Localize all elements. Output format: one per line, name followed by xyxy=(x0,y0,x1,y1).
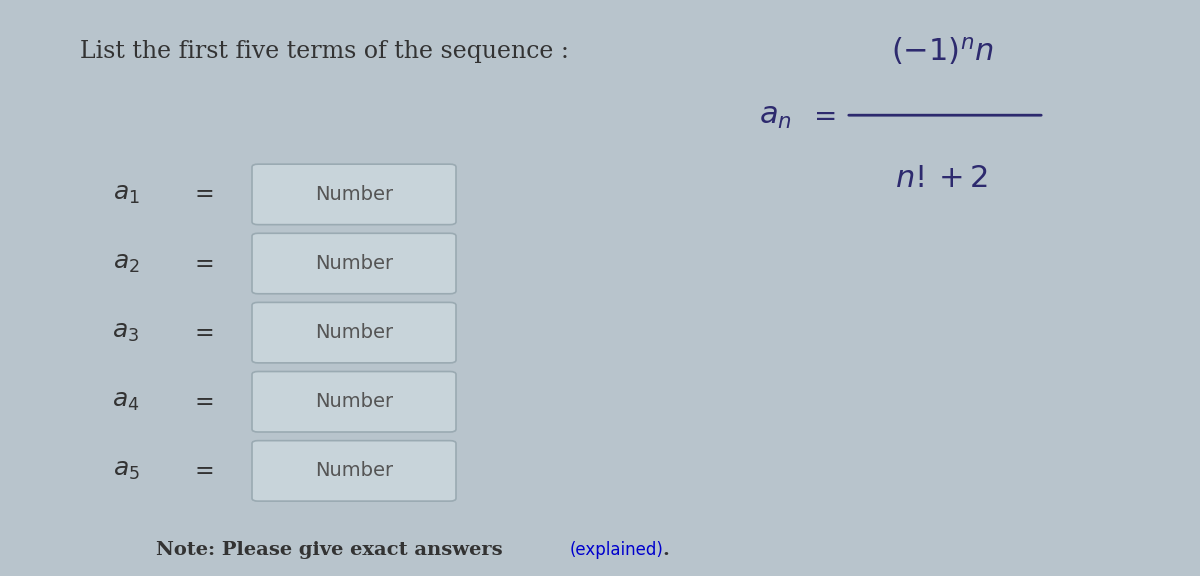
Text: $n! + 2$: $n! + 2$ xyxy=(895,163,989,194)
Text: Number: Number xyxy=(314,392,394,411)
Text: =: = xyxy=(194,321,214,344)
Text: $(-1)^{n}n$: $(-1)^{n}n$ xyxy=(890,36,994,68)
Text: $a_2$: $a_2$ xyxy=(113,252,139,275)
Text: =: = xyxy=(194,459,214,483)
FancyBboxPatch shape xyxy=(252,302,456,363)
FancyBboxPatch shape xyxy=(252,233,456,294)
Text: $a_1$: $a_1$ xyxy=(113,183,139,206)
Text: .: . xyxy=(662,541,670,559)
Text: $a_4$: $a_4$ xyxy=(113,391,139,413)
FancyBboxPatch shape xyxy=(252,441,456,501)
Text: (explained): (explained) xyxy=(570,541,664,559)
Text: $=$: $=$ xyxy=(808,102,835,128)
Text: =: = xyxy=(194,252,214,275)
Text: Number: Number xyxy=(314,461,394,480)
Text: Number: Number xyxy=(314,254,394,273)
Text: $a_5$: $a_5$ xyxy=(113,460,139,482)
FancyBboxPatch shape xyxy=(252,164,456,225)
Text: =: = xyxy=(194,390,214,414)
FancyBboxPatch shape xyxy=(252,372,456,432)
Text: Number: Number xyxy=(314,185,394,204)
Text: List the first five terms of the sequence :: List the first five terms of the sequenc… xyxy=(79,40,569,63)
Text: Note: Please give exact answers: Note: Please give exact answers xyxy=(156,541,509,559)
Text: $a_3$: $a_3$ xyxy=(113,321,139,344)
Text: =: = xyxy=(194,183,214,206)
Text: $a_n$: $a_n$ xyxy=(760,100,792,131)
Text: Number: Number xyxy=(314,323,394,342)
